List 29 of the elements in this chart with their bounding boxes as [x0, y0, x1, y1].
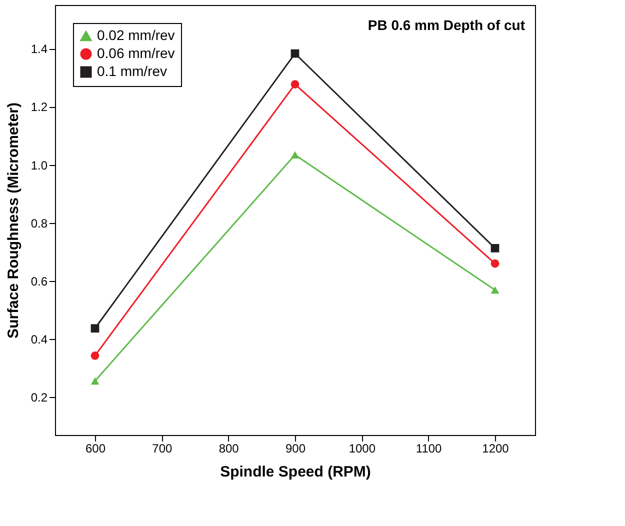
- x-tick-label: 700: [152, 442, 172, 456]
- point: [490, 244, 500, 252]
- x-tick-label: 1200: [482, 442, 510, 456]
- point: [90, 377, 100, 385]
- y-tick-label: 0.2: [30, 390, 48, 405]
- y-axis-title: Surface Roughness (Micrometer): [4, 102, 22, 338]
- y-tick-label: 1.4: [30, 42, 48, 56]
- legend-label: 0.06 mm/rev: [97, 45, 175, 61]
- legend-label: 0.1 mm/rev: [97, 63, 168, 79]
- point: [290, 151, 300, 159]
- point: [290, 80, 300, 88]
- point: [290, 49, 300, 58]
- x-tick-label: 1000: [348, 442, 376, 456]
- x-tick-label: 600: [85, 442, 106, 456]
- y-tick-label: 1.2: [30, 100, 48, 114]
- x-tick-label: 900: [285, 442, 306, 456]
- annotation: PB 0.6 mm Depth of cut: [368, 17, 526, 33]
- point: [90, 324, 100, 333]
- y-tick-label: 0.4: [30, 332, 48, 347]
- point: [490, 286, 500, 294]
- legend-label: 0.02 mm/rev: [97, 27, 175, 43]
- x-tick-label: 800: [218, 442, 240, 456]
- point: [490, 259, 500, 268]
- y-tick-label: 0.8: [30, 216, 48, 230]
- y-tick-label: 1.0: [30, 158, 48, 172]
- x-tick-label: 1100: [416, 442, 442, 456]
- point: [90, 352, 100, 360]
- x-axis-title: Spindle Speed (RPM): [220, 464, 371, 480]
- y-tick-label: 0.6: [30, 274, 48, 289]
